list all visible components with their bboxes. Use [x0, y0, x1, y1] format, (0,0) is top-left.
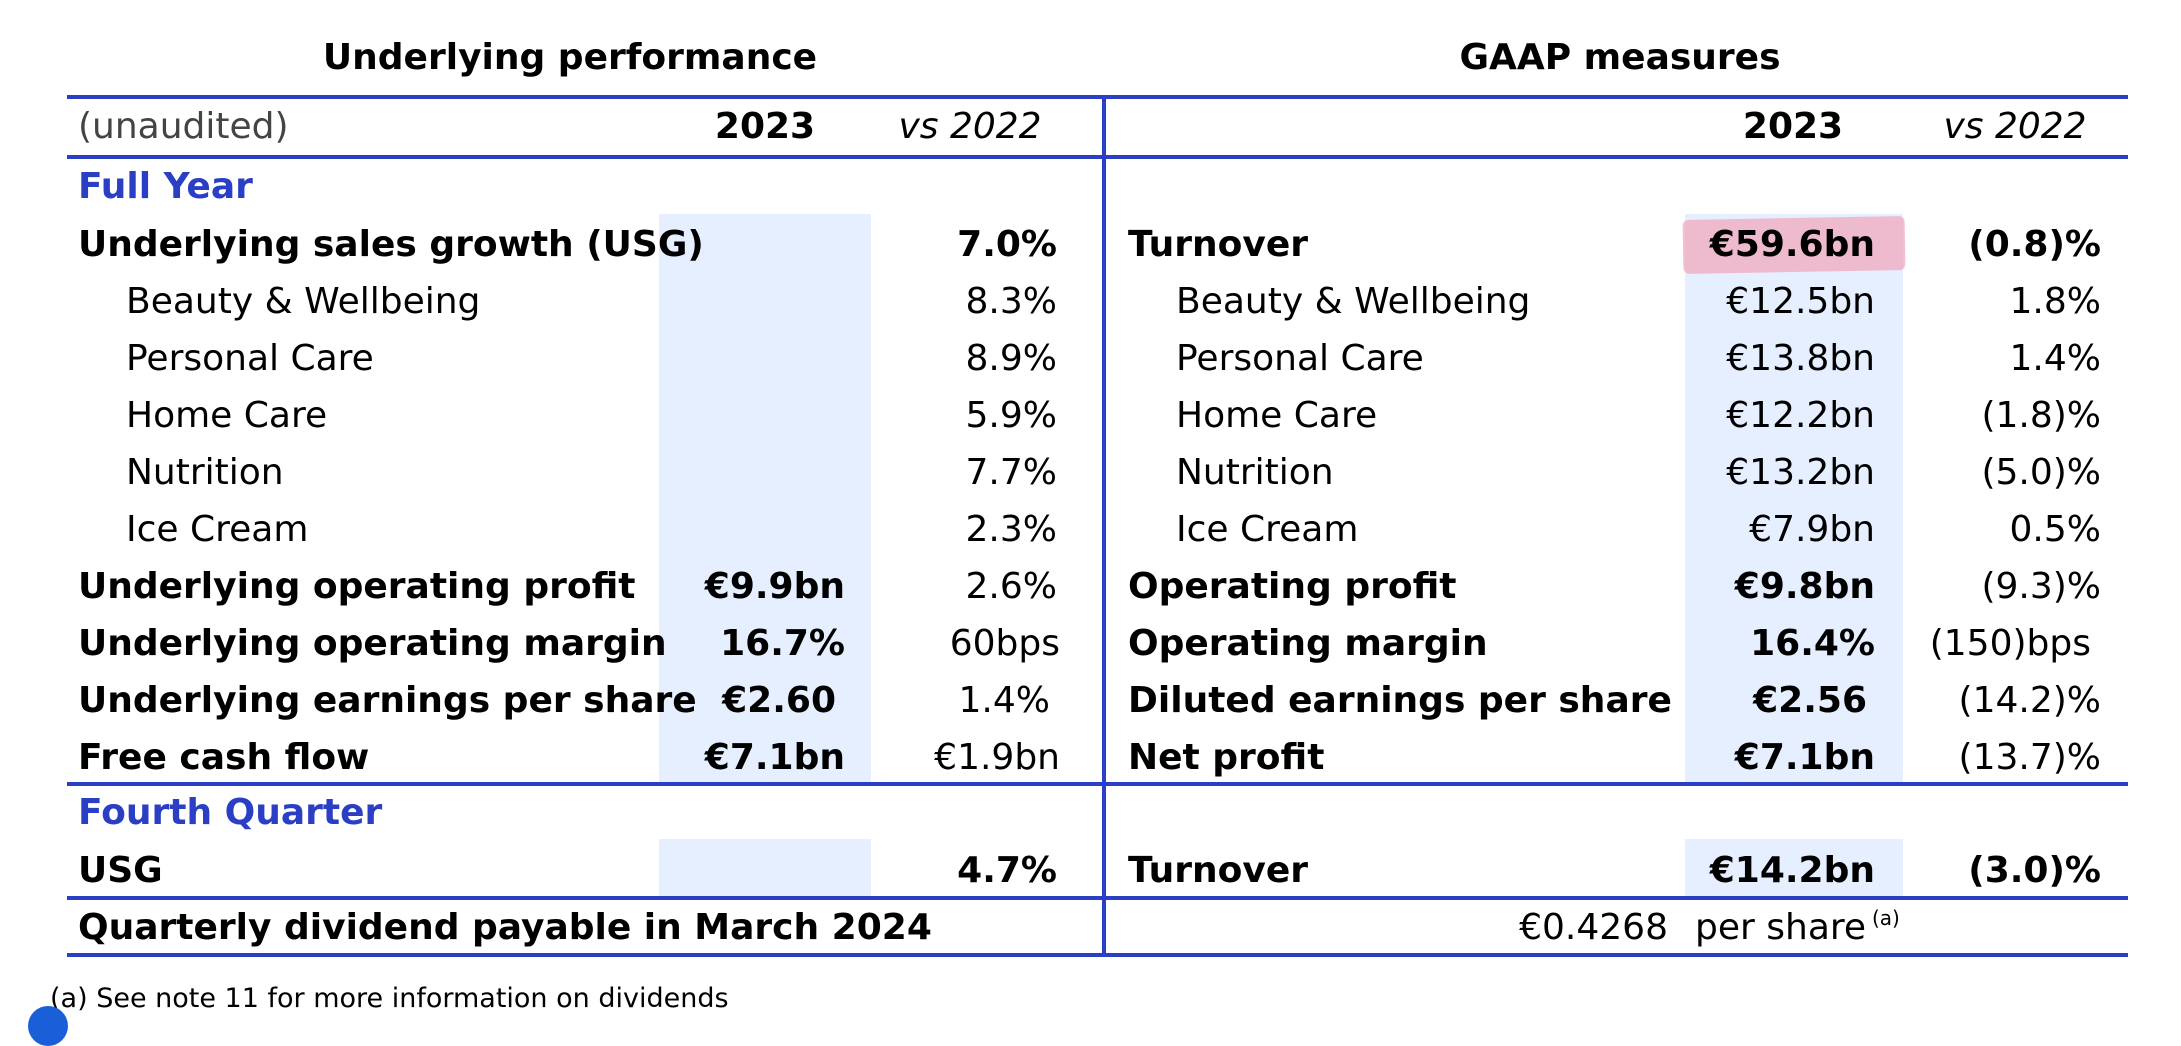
row-label: Nutrition [126, 452, 284, 493]
row-vs: 8.3% [965, 281, 1057, 322]
bottom-rule [67, 953, 2128, 957]
row-value: €12.2bn [1726, 395, 1875, 436]
dividend-label: Quarterly dividend payable in March 2024 [78, 907, 932, 948]
row-vs: 7.0% [957, 224, 1057, 265]
row-vs: 2.6% [965, 566, 1057, 607]
row-value: 16.7% [720, 623, 845, 664]
row-vs: (150)bps [1929, 623, 2091, 664]
quarter-rule [67, 782, 2128, 786]
center-divider [1102, 95, 1106, 957]
row-label: Diluted earnings per share [1128, 680, 1672, 721]
dividend-amount: €0.4268 [1519, 907, 1668, 948]
row-label: Ice Cream [1176, 509, 1359, 550]
row-vs: 1.4% [958, 680, 1050, 721]
row-vs: (5.0)% [1981, 452, 2101, 493]
row-label: Turnover [1128, 224, 1308, 265]
row-value: €7.9bn [1749, 509, 1875, 550]
row-label: Home Care [1176, 395, 1378, 436]
row-label: Operating margin [1128, 623, 1488, 664]
row-vs: 5.9% [965, 395, 1057, 436]
row-vs: 60bps [949, 623, 1060, 664]
row-value: €7.1bn [1734, 737, 1875, 778]
row-vs: (14.2)% [1958, 680, 2101, 721]
row-vs: 7.7% [965, 452, 1057, 493]
row-label: Underlying sales growth (USG) [78, 224, 704, 265]
top-rule [67, 95, 2128, 99]
quarter-usg-label: USG [78, 850, 163, 891]
row-value: €59.6bn [1709, 224, 1875, 265]
row-label: Underlying operating margin [78, 623, 667, 664]
underlying-year-header: 2023 [714, 106, 816, 147]
quarter-turnover-value: €14.2bn [1709, 850, 1875, 891]
row-value: €2.60 [722, 680, 836, 721]
row-value: 16.4% [1750, 623, 1875, 664]
underlying-q4-shade [659, 839, 871, 897]
unaudited-label: (unaudited) [78, 106, 289, 147]
dividend-rule [67, 896, 2128, 900]
row-vs: (9.3)% [1981, 566, 2101, 607]
row-vs: 2.3% [965, 509, 1057, 550]
gaap-measures-heading: GAAP measures [1459, 37, 1781, 78]
row-value: €2.56 [1753, 680, 1867, 721]
row-vs: €1.9bn [934, 737, 1060, 778]
row-label: Operating profit [1128, 566, 1457, 607]
gaap-q4-shade [1685, 839, 1903, 897]
header-rule [67, 155, 2128, 159]
underlying-performance-heading: Underlying performance [322, 37, 818, 78]
underlying-2023-shade [659, 214, 871, 782]
row-label: Underlying operating profit [78, 566, 636, 607]
row-vs: (13.7)% [1958, 737, 2101, 778]
row-label: Beauty & Wellbeing [126, 281, 481, 322]
gaap-year-header: 2023 [1742, 106, 1844, 147]
row-value: €7.1bn [704, 737, 845, 778]
gaap-2023-shade [1685, 214, 1903, 782]
corner-badge-icon [28, 1006, 68, 1046]
row-vs: 1.8% [2009, 281, 2101, 322]
quarter-usg-vs: 4.7% [957, 850, 1057, 891]
quarter-turnover-label: Turnover [1128, 850, 1308, 891]
row-value: €9.9bn [704, 566, 845, 607]
row-value: €9.8bn [1734, 566, 1875, 607]
fourth-quarter-section-label: Fourth Quarter [78, 792, 383, 833]
row-vs: 1.4% [2009, 338, 2101, 379]
row-value: €13.8bn [1726, 338, 1875, 379]
row-vs: (1.8)% [1981, 395, 2101, 436]
row-label: Personal Care [1176, 338, 1424, 379]
full-year-section-label: Full Year [78, 166, 253, 207]
row-label: Nutrition [1176, 452, 1334, 493]
dividend-unit: per share [1695, 907, 1867, 948]
row-label: Personal Care [126, 338, 374, 379]
row-vs: (0.8)% [1968, 224, 2101, 265]
gaap-vs-header: vs 2022 [1943, 106, 2087, 147]
row-vs: 8.9% [965, 338, 1057, 379]
dividend-note-marker: (a) [1872, 906, 1900, 930]
row-label: Ice Cream [126, 509, 309, 550]
row-vs: 0.5% [2009, 509, 2101, 550]
row-label: Home Care [126, 395, 328, 436]
row-label: Net profit [1128, 737, 1325, 778]
footnote: (a) See note 11 for more information on … [50, 983, 729, 1014]
row-label: Underlying earnings per share [78, 680, 697, 721]
quarter-turnover-vs: (3.0)% [1968, 850, 2101, 891]
row-label: Beauty & Wellbeing [1176, 281, 1531, 322]
row-label: Free cash flow [78, 737, 370, 778]
row-value: €13.2bn [1726, 452, 1875, 493]
row-value: €12.5bn [1726, 281, 1875, 322]
underlying-vs-header: vs 2022 [898, 106, 1042, 147]
